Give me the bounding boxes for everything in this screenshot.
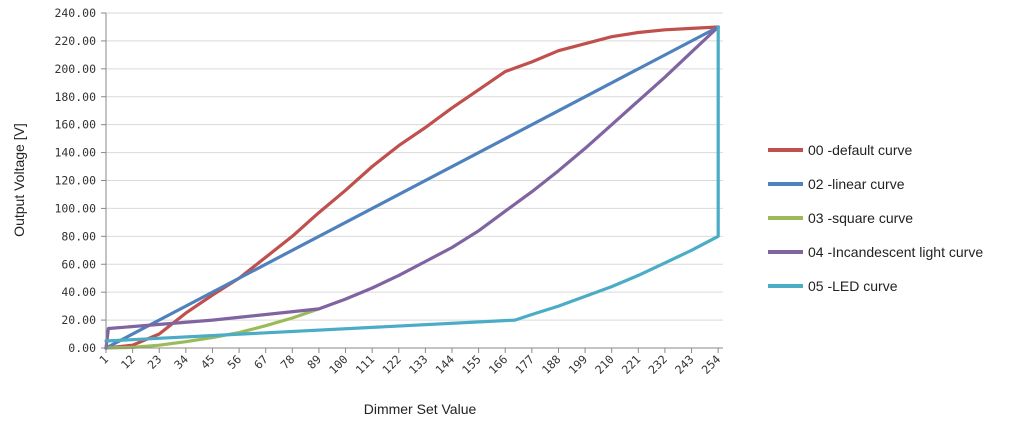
legend-label: 00 -default curve: [808, 142, 912, 158]
x-tick-label: 89: [304, 352, 324, 372]
x-tick-label: 133: [406, 352, 431, 377]
legend: 00 -default curve 02 -linear curve 03 -squ…: [768, 142, 983, 294]
series-line-4: [104, 25, 720, 350]
series-line-3: [104, 307, 321, 350]
y-tick-label: 220.00: [54, 34, 96, 48]
y-axis-title: Output Voltage [V]: [11, 123, 27, 237]
y-tick-label: 80.00: [61, 229, 96, 243]
series-line-5: [104, 25, 720, 343]
legend-label: 03 -square curve: [808, 210, 913, 226]
x-tick-label: 67: [251, 352, 271, 372]
x-tick-label: 155: [459, 352, 484, 377]
x-tick-label: 12: [118, 352, 138, 372]
x-axis-title: Dimmer Set Value: [364, 401, 477, 417]
x-tick-label: 199: [566, 352, 591, 377]
y-axis-ticks: 0.00 20.00 40.00 60.00 80.00 100.00 120.00 140.…: [54, 6, 106, 355]
y-tick-label: 240.00: [54, 6, 96, 20]
x-tick-label: 254: [699, 352, 724, 377]
x-tick-label: 243: [672, 352, 697, 377]
x-tick-label: 23: [145, 352, 165, 372]
legend-label: 02 -linear curve: [808, 176, 905, 192]
x-tick-label: 45: [198, 352, 218, 372]
x-tick-label: 188: [539, 352, 564, 377]
y-tick-label: 60.00: [61, 257, 96, 271]
y-tick-label: 20.00: [61, 313, 96, 327]
x-tick-label: 122: [379, 352, 404, 377]
series-line-2: [104, 25, 720, 350]
legend-label: 05 -LED curve: [808, 278, 898, 294]
series-line-1: [104, 25, 720, 350]
series-group: [104, 25, 720, 350]
x-tick-label: 177: [512, 352, 537, 377]
legend-label: 04 -Incandescent light curve: [808, 244, 983, 260]
x-tick-label: 34: [171, 352, 191, 372]
x-tick-label: 111: [353, 352, 378, 377]
y-tick-label: 180.00: [54, 90, 96, 104]
x-tick-label: 221: [619, 352, 644, 377]
y-tick-label: 40.00: [61, 285, 96, 299]
x-axis-ticks: 1 12 23 34 45 56 67 78 89 100 111 122 133 144 155 166 17…: [96, 348, 723, 377]
y-tick-label: 120.00: [54, 174, 96, 188]
y-tick-label: 100.00: [54, 201, 96, 215]
x-tick-label: 144: [433, 352, 458, 377]
y-tick-label: 0.00: [68, 341, 96, 355]
x-tick-label: 232: [645, 352, 670, 377]
gridlines: [106, 12, 723, 321]
x-tick-label: 56: [225, 352, 245, 372]
y-tick-label: 160.00: [54, 118, 96, 132]
y-tick-label: 200.00: [54, 62, 96, 76]
x-tick-label: 210: [592, 352, 617, 377]
x-tick-label: 78: [278, 352, 298, 372]
x-tick-label: 166: [486, 352, 511, 377]
x-tick-label: 100: [326, 352, 351, 377]
x-tick-label: 1: [96, 352, 111, 367]
y-tick-label: 140.00: [54, 146, 96, 160]
